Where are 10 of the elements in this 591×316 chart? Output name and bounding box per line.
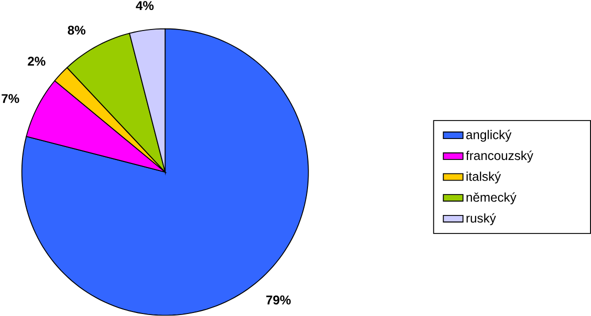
data-label: 8% [68, 26, 86, 35]
legend-label: ruský [466, 213, 496, 226]
data-label: 7% [2, 94, 20, 104]
legend-label: italský [466, 172, 501, 184]
data-label: 4% [136, 1, 154, 10]
legend-label: anglický [466, 130, 512, 142]
data-label: 79% [266, 296, 291, 305]
data-label: 2% [28, 56, 46, 66]
legend-label: německý [466, 192, 516, 204]
legend-label: francouzský [466, 150, 534, 163]
